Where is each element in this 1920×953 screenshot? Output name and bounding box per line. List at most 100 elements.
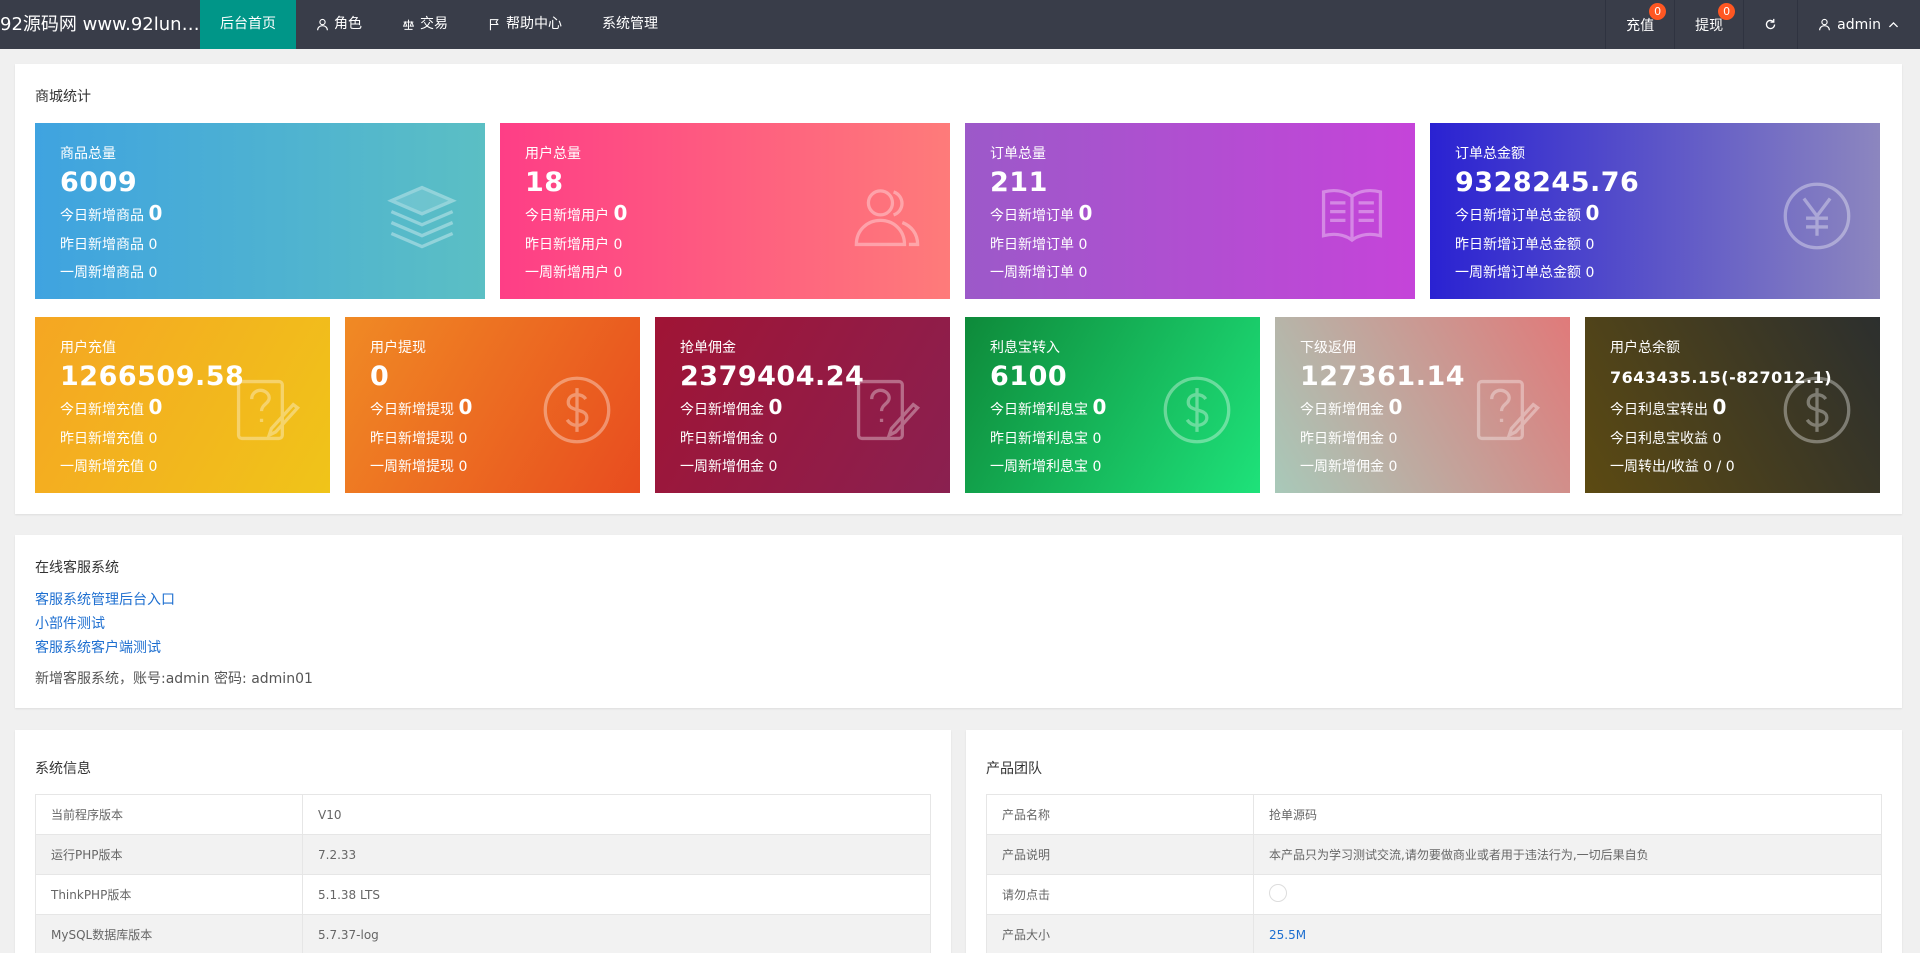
- stat-label: 用户充值: [60, 340, 116, 356]
- table-cell-label: 请勿点击: [986, 874, 1254, 915]
- stat-value: 127361.14: [1300, 361, 1466, 392]
- stat-label: 用户总量: [525, 146, 581, 162]
- table-cell-label: 运行PHP版本: [35, 834, 303, 875]
- stat-week: 一周新增佣金 0: [1300, 459, 1398, 475]
- stat-yesterday: 昨日新增充值 0: [60, 431, 158, 447]
- top-bar: 92源码网 www.92lunt... 后台首页 角色 交易 帮助中心 系统管理…: [0, 0, 1920, 49]
- stat-label: 订单总量: [990, 146, 1046, 162]
- recharge-label: 充值: [1626, 17, 1655, 34]
- card-title: 商城统计: [35, 89, 91, 105]
- withdraw-label: 提现: [1695, 17, 1724, 34]
- stat-label: 用户总余额: [1610, 340, 1680, 356]
- service-card: 在线客服系统 客服系统管理后台入口 小部件测试 客服系统客户端测试 新增客服系统…: [15, 535, 1902, 708]
- stat-label: 抢单佣金: [680, 340, 736, 356]
- stat-today: 今日新增佣金 0: [680, 395, 783, 419]
- chevron-up-icon: [1888, 21, 1899, 28]
- refresh-icon: [1765, 18, 1776, 30]
- stat-today: 今日利息宝转出 0: [1610, 395, 1727, 419]
- stat-today: 今日新增提现 0: [370, 395, 473, 419]
- table-cell-value: 抢单源码: [1253, 794, 1882, 835]
- table-row: 产品说明 本产品只为学习测试交流,请勿要做商业或者用于违法行为,一切后果自负: [986, 834, 1882, 875]
- withdraw-button[interactable]: 提现 0: [1674, 0, 1743, 49]
- stat-week: 一周新增订单 0: [990, 265, 1088, 281]
- stat-today: 今日新增充值 0: [60, 395, 163, 419]
- stat-value: 6100: [990, 361, 1068, 392]
- stat-card-row2-3: 利息宝转入 6100 今日新增利息宝 0 昨日新增利息宝 0 一周新增利息宝 0: [965, 317, 1260, 493]
- stat-yesterday: 昨日新增用户 0: [525, 237, 623, 253]
- stat-value: 9328245.76: [1455, 167, 1640, 198]
- stat-card-row2-5: 用户总余额 7643435.15(-827012.1) 今日利息宝转出 0 今日…: [1585, 317, 1880, 493]
- product-team-card: 产品团队 产品名称 抢单源码 产品说明 本产品只为学习测试交流,请勿要做商业或者…: [966, 730, 1902, 953]
- stat-week: 一周转出/收益 0 / 0: [1610, 459, 1735, 475]
- stat-today: 今日新增利息宝 0: [990, 395, 1107, 419]
- stat-yesterday: 昨日新增商品 0: [60, 237, 158, 253]
- question-note-icon: [852, 375, 922, 445]
- table-row: 当前程序版本 V10: [35, 794, 931, 835]
- yen-icon: [1782, 181, 1852, 251]
- service-admin-link[interactable]: 客服系统管理后台入口: [35, 592, 175, 608]
- user-menu[interactable]: admin: [1797, 0, 1920, 49]
- nav-system[interactable]: 系统管理: [582, 0, 678, 49]
- table-cell-label: 产品说明: [986, 834, 1254, 875]
- stat-card-row1-0: 商品总量 6009 今日新增商品 0 昨日新增商品 0 一周新增商品 0: [35, 123, 485, 299]
- table-cell-value[interactable]: [1253, 874, 1882, 915]
- stat-yesterday: 今日利息宝收益 0: [1610, 431, 1722, 447]
- stat-week: 一周新增提现 0: [370, 459, 468, 475]
- table-cell-value: 5.7.37-log: [302, 914, 931, 953]
- brand-title[interactable]: 92源码网 www.92lunt...: [0, 14, 200, 35]
- emoji-icon[interactable]: [1269, 884, 1287, 902]
- nav-trade-label: 交易: [420, 16, 448, 32]
- table-row: 产品大小 25.5M: [986, 914, 1882, 953]
- stat-yesterday: 昨日新增利息宝 0: [990, 431, 1102, 447]
- nav-trade[interactable]: 交易: [382, 0, 468, 49]
- stat-today: 今日新增用户 0: [525, 201, 628, 225]
- stat-card-row2-0: 用户充值 1266509.58 今日新增充值 0 昨日新增充值 0 一周新增充值…: [35, 317, 330, 493]
- dollar-icon: [542, 375, 612, 445]
- stat-yesterday: 昨日新增订单 0: [990, 237, 1088, 253]
- stat-week: 一周新增利息宝 0: [990, 459, 1102, 475]
- stat-value: 0: [370, 361, 390, 392]
- table-row: 运行PHP版本 7.2.33: [35, 834, 931, 875]
- stat-label: 用户提现: [370, 340, 426, 356]
- stat-week: 一周新增用户 0: [525, 265, 623, 281]
- table-row: 请勿点击: [986, 874, 1882, 915]
- nav-roles[interactable]: 角色: [296, 0, 382, 49]
- nav-help[interactable]: 帮助中心: [468, 0, 582, 49]
- nav-system-label: 系统管理: [602, 16, 658, 32]
- right-nav: 充值 0 提现 0 admin: [1605, 0, 1920, 49]
- stat-today: 今日新增订单 0: [990, 201, 1093, 225]
- widget-test-link[interactable]: 小部件测试: [35, 616, 105, 632]
- table-cell-label: 当前程序版本: [35, 794, 303, 835]
- table-cell-value: V10: [302, 794, 931, 835]
- recharge-badge: 0: [1649, 3, 1667, 20]
- refresh-button[interactable]: [1743, 0, 1797, 49]
- stat-week: 一周新增佣金 0: [680, 459, 778, 475]
- user-name: admin: [1837, 16, 1881, 33]
- stat-today: 今日新增订单总金额 0: [1455, 201, 1600, 225]
- card-title: 产品团队: [986, 761, 1042, 777]
- stat-label: 订单总金额: [1455, 146, 1525, 162]
- stat-yesterday: 昨日新增订单总金额 0: [1455, 237, 1595, 253]
- table-row: MySQL数据库版本 5.7.37-log: [35, 914, 931, 953]
- recharge-button[interactable]: 充值 0: [1605, 0, 1674, 49]
- product-team-table: 产品名称 抢单源码 产品说明 本产品只为学习测试交流,请勿要做商业或者用于违法行…: [986, 794, 1882, 953]
- table-cell-value: 本产品只为学习测试交流,请勿要做商业或者用于违法行为,一切后果自负: [1253, 834, 1882, 875]
- book-icon: [1317, 181, 1387, 251]
- stat-today: 今日新增佣金 0: [1300, 395, 1403, 419]
- table-cell-value: 25.5M: [1253, 914, 1882, 953]
- nav-home-label: 后台首页: [220, 16, 276, 32]
- layers-icon: [387, 181, 457, 251]
- stat-card-row1-1: 用户总量 18 今日新增用户 0 昨日新增用户 0 一周新增用户 0: [500, 123, 950, 299]
- stat-value: 7643435.15(-827012.1): [1610, 368, 1833, 387]
- user-icon: [317, 18, 328, 31]
- stat-label: 利息宝转入: [990, 340, 1060, 356]
- user-icon: [1819, 18, 1831, 31]
- nav-home[interactable]: 后台首页: [200, 0, 296, 49]
- system-info-table: 当前程序版本 V10 运行PHP版本 7.2.33 ThinkPHP版本 5.1…: [35, 794, 931, 953]
- service-note: 新增客服系统，账号:admin 密码: admin01: [35, 671, 313, 687]
- stat-value: 211: [990, 167, 1048, 198]
- stat-label: 商品总量: [60, 146, 116, 162]
- table-cell-label: 产品名称: [986, 794, 1254, 835]
- client-test-link[interactable]: 客服系统客户端测试: [35, 640, 161, 656]
- stat-yesterday: 昨日新增佣金 0: [680, 431, 778, 447]
